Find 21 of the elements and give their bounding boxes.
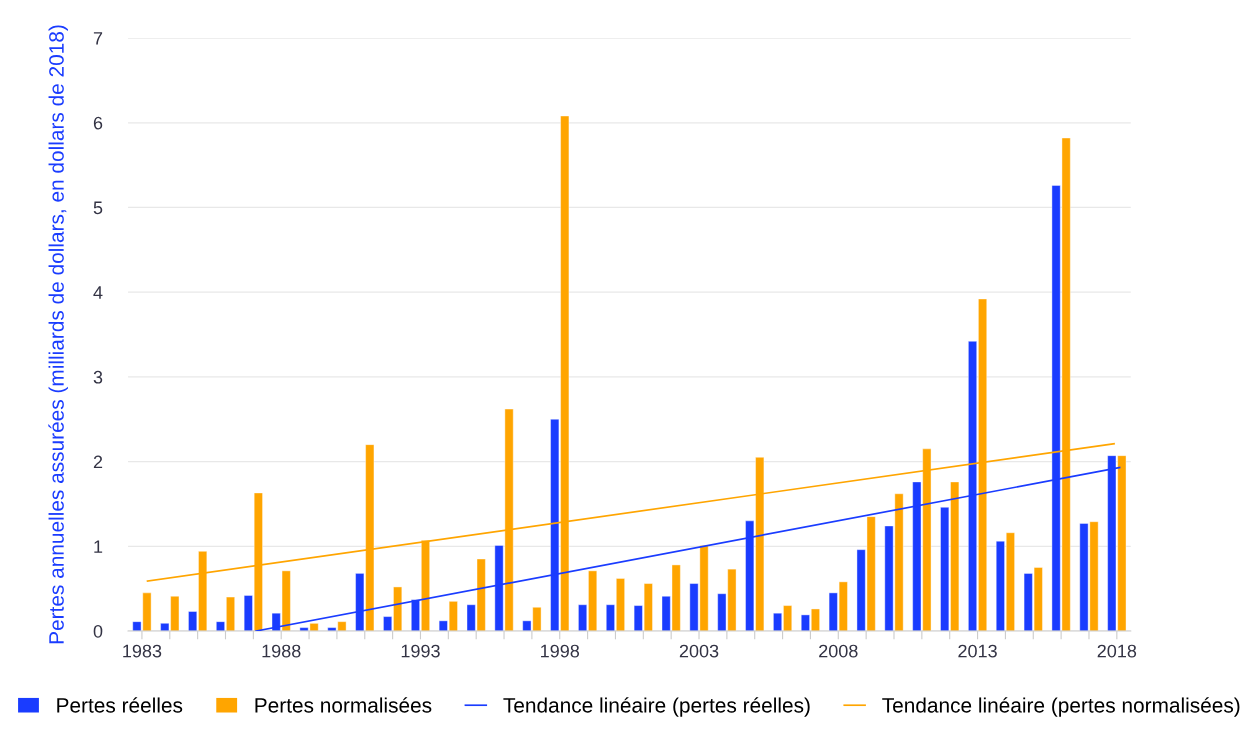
x-tick-label: 1983 (123, 644, 162, 658)
legend-label: Pertes réelles (57, 697, 183, 713)
x-tick-label: 2013 (958, 644, 997, 658)
legend-label: Tendance linéaire (pertes réelles) (503, 697, 810, 717)
y-tick-label: 3 (93, 370, 103, 384)
x-tick-label: 2008 (819, 644, 858, 658)
y-tick-label: 7 (93, 32, 103, 45)
x-tick-label: 2003 (679, 644, 719, 658)
x-tick-label: 1998 (541, 644, 580, 658)
y-axis-title: Pertes annuelles assurées (milliards de dollars, en dollars de 2018) (48, 25, 68, 644)
y-tick-label: 6 (93, 116, 103, 130)
legend-label: Pertes normalisées (255, 697, 432, 713)
y-tick-label: 1 (94, 540, 103, 553)
y-tick-label: 0 (93, 624, 103, 638)
x-tick-label: 2018 (1097, 644, 1137, 658)
x-tick-label: 1993 (401, 644, 440, 658)
y-tick-label: 5 (93, 201, 103, 215)
legend-label: Tendance linéaire (pertes normalisées) (882, 697, 1240, 717)
y-tick-label: 4 (93, 286, 103, 299)
x-tick-label: 1988 (262, 644, 301, 658)
y-tick-label: 2 (93, 455, 103, 469)
